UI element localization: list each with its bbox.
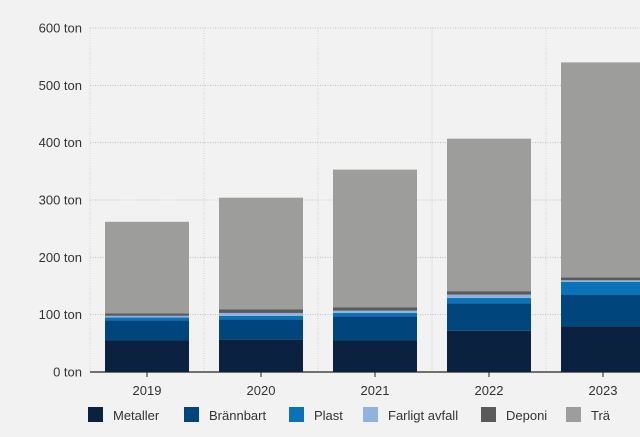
bar-2021-deponi <box>333 307 417 311</box>
legend-label: Trä <box>591 408 611 423</box>
bar-2019-metaller <box>105 340 189 372</box>
legend-swatch <box>184 407 199 422</box>
bar-2022-metaller <box>447 330 531 372</box>
legend-item: Brännbart <box>184 407 266 423</box>
legend-swatch <box>88 407 103 422</box>
bar-2020-tr- <box>219 197 303 310</box>
legend-label: Farligt avfall <box>388 408 458 423</box>
legend-swatch <box>289 407 304 422</box>
bar-2021-farligt-avfall <box>333 310 417 313</box>
bar-2023-tr- <box>561 62 640 278</box>
bar-2022-br-nnbart <box>447 303 531 331</box>
bar-2020-deponi <box>219 309 303 313</box>
legend-label: Brännbart <box>209 408 266 423</box>
bar-2020-plast <box>219 315 303 320</box>
legend-swatch <box>363 407 378 422</box>
x-tick-label: 2023 <box>589 383 618 398</box>
bar-2023-deponi <box>561 277 640 281</box>
x-tick-label: 2021 <box>361 383 390 398</box>
bar-2019-plast <box>105 317 189 321</box>
bar-2022-farligt-avfall <box>447 294 531 299</box>
bar-2023-metaller <box>561 326 640 372</box>
bar-2021-br-nnbart <box>333 316 417 341</box>
legend-swatch <box>566 407 581 422</box>
legend-item: Metaller <box>88 407 160 423</box>
bar-2022-deponi <box>447 291 531 295</box>
bar-2022-plast <box>447 298 531 304</box>
y-tick-label: 200 ton <box>39 250 82 265</box>
bar-2021-tr- <box>333 169 417 308</box>
bar-2020-br-nnbart <box>219 319 303 340</box>
axes: 0 ton 100 ton 200 ton 300 ton 400 ton 500 ton… <box>39 21 618 399</box>
y-tick-label: 0 ton <box>53 365 82 380</box>
bar-2023-plast <box>561 281 640 295</box>
legend-item: Deponi <box>481 407 547 423</box>
legend-item: Trä <box>566 407 611 423</box>
legend-label: Metaller <box>113 408 160 423</box>
y-tick-label: 600 ton <box>39 21 82 36</box>
bar-2021-plast <box>333 312 417 317</box>
x-tick-label: 2019 <box>133 383 162 398</box>
bars <box>105 62 640 372</box>
legend-item: Plast <box>289 407 343 423</box>
x-tick-label: 2020 <box>247 383 276 398</box>
legend-item: Farligt avfall <box>363 407 458 423</box>
legend-swatch <box>481 407 496 422</box>
bar-2020-farligt-avfall <box>219 312 303 316</box>
bar-2020-metaller <box>219 339 303 372</box>
bar-2019-farligt-avfall <box>105 315 189 318</box>
bar-2022-tr- <box>447 138 531 292</box>
bar-2023-br-nnbart <box>561 294 640 327</box>
legend: Metaller Brännbart Plast Farligt avfall Depo… <box>88 407 611 423</box>
x-tick-label: 2022 <box>475 383 504 398</box>
bar-2021-metaller <box>333 340 417 372</box>
y-tick-label: 100 ton <box>39 307 82 322</box>
bar-2019-tr- <box>105 221 189 314</box>
bar-2023-farligt-avfall <box>561 280 640 282</box>
legend-label: Plast <box>314 408 343 423</box>
y-tick-label: 400 ton <box>39 135 82 150</box>
bar-2019-br-nnbart <box>105 320 189 341</box>
y-tick-label: 300 ton <box>39 193 82 208</box>
y-tick-label: 500 ton <box>39 78 82 93</box>
bar-2019-deponi <box>105 313 189 316</box>
legend-label: Deponi <box>506 408 547 423</box>
